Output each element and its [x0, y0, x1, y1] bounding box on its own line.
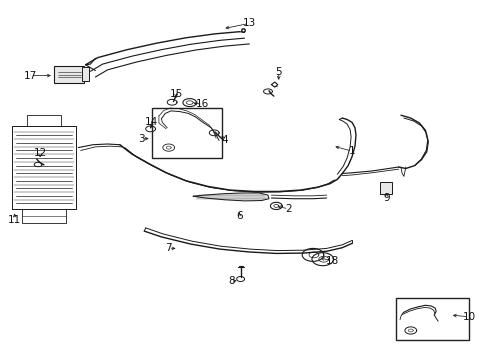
Text: 6: 6	[236, 211, 243, 221]
Bar	[54, 66, 84, 83]
Text: 2: 2	[285, 204, 291, 214]
Text: 9: 9	[382, 193, 389, 203]
Bar	[82, 67, 89, 81]
Text: 16: 16	[196, 99, 209, 109]
Text: 12: 12	[33, 148, 47, 158]
Text: 10: 10	[462, 312, 475, 322]
Bar	[380, 182, 391, 194]
Text: 4: 4	[221, 135, 228, 145]
Text: 1: 1	[348, 146, 355, 156]
Bar	[151, 108, 222, 158]
Text: 17: 17	[23, 71, 37, 81]
Text: 3: 3	[138, 134, 145, 144]
Text: 14: 14	[144, 117, 158, 127]
Text: 13: 13	[242, 18, 256, 28]
Text: 7: 7	[165, 243, 172, 253]
Bar	[395, 298, 468, 340]
Text: 15: 15	[169, 89, 183, 99]
Polygon shape	[193, 193, 268, 201]
Text: 5: 5	[275, 67, 282, 77]
Text: 11: 11	[8, 215, 21, 225]
Text: 8: 8	[227, 276, 234, 286]
Text: 18: 18	[325, 256, 339, 266]
